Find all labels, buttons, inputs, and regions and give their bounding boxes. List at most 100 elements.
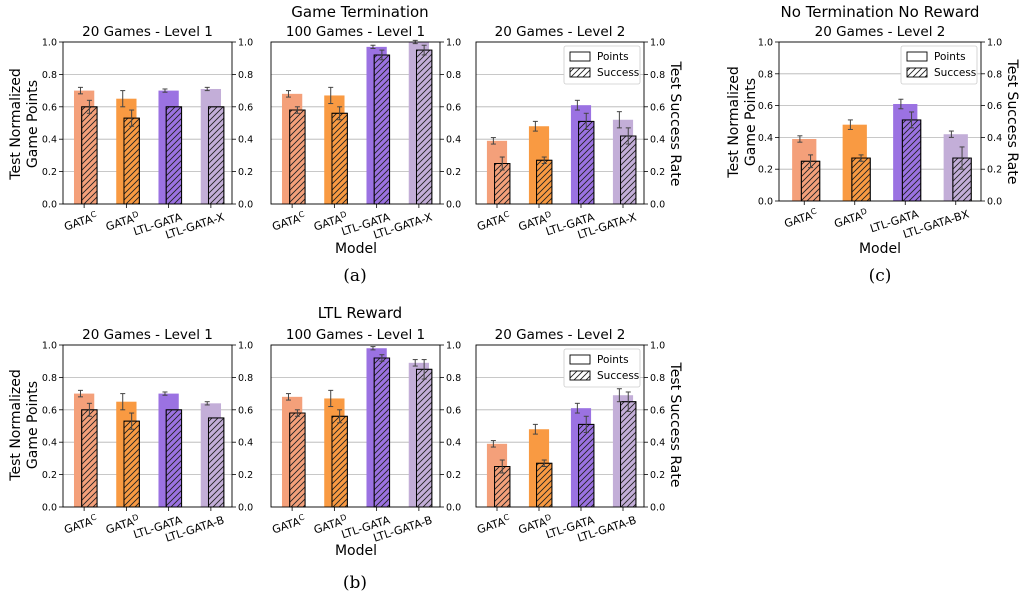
bar-success-hatch xyxy=(373,54,391,205)
y-tick-label-right: 0.4 xyxy=(987,133,1002,144)
y-tick-label-right: 0.2 xyxy=(650,167,665,178)
subplot-title: 20 Games - Level 1 xyxy=(82,24,213,40)
legend-swatch-success xyxy=(569,67,591,78)
legend-swatch-success xyxy=(906,67,928,78)
panel-c-ylabel-left-1: Test Normalized xyxy=(726,66,742,178)
y-tick-label-left: 0.4 xyxy=(42,438,57,449)
y-tick-label-right: 0.4 xyxy=(238,135,253,146)
subplot-title: 20 Games - Level 2 xyxy=(495,24,626,40)
y-tick-label-left: 0.0 xyxy=(42,200,57,211)
y-tick-label-right: 0.0 xyxy=(446,503,461,514)
bar-success-hatch xyxy=(331,415,348,508)
panel-a-ylabel-left-1: Test Normalized xyxy=(8,68,24,180)
legend-swatch-points xyxy=(906,51,928,62)
bar-success-hatch xyxy=(207,106,225,205)
legend-label-points: Points xyxy=(597,354,629,366)
panel-c-xlabel: Model xyxy=(859,241,901,257)
legend-swatch-success xyxy=(569,370,591,381)
panel-b-ylabel-left-2: Game Points xyxy=(25,381,41,469)
panel-a-xlabel: Model xyxy=(335,241,377,257)
x-tick-label: GATAD xyxy=(832,206,870,231)
y-tick-label-left: 0.8 xyxy=(758,69,773,80)
y-tick-label-left: 0.8 xyxy=(42,70,57,81)
legend-swatch-points xyxy=(569,354,591,365)
y-tick-label-right: 0.0 xyxy=(238,200,253,211)
y-tick-label-right: 0.8 xyxy=(650,70,665,81)
panel-b-title: LTL Reward xyxy=(318,304,402,322)
subplot-title: 20 Games - Level 1 xyxy=(82,327,213,343)
bar-success-hatch xyxy=(331,112,348,205)
bar-success-hatch xyxy=(123,420,140,508)
y-tick-label-right: 1.0 xyxy=(987,38,1002,49)
x-tick-label: GATAC xyxy=(475,512,512,536)
bar-success-hatch xyxy=(165,409,183,508)
y-tick-label-left: 0.2 xyxy=(42,470,57,481)
bar-success-hatch xyxy=(81,106,98,205)
y-tick-label-right: 0.2 xyxy=(446,167,461,178)
bar-success-hatch xyxy=(123,117,140,205)
y-tick-label-right: 0.8 xyxy=(238,70,253,81)
bar-success-hatch xyxy=(81,409,98,508)
legend-label-success: Success xyxy=(597,67,639,79)
legend-label-success: Success xyxy=(934,67,976,79)
y-tick-label-right: 1.0 xyxy=(650,341,665,352)
panel-b-ylabel-left-1: Test Normalized xyxy=(8,369,24,481)
y-tick-label-right: 0.2 xyxy=(446,470,461,481)
x-tick-label: GATAC xyxy=(475,209,512,233)
axes-frame xyxy=(475,344,645,508)
subplot-title: 20 Games - Level 2 xyxy=(815,24,946,40)
axes-frame xyxy=(475,41,645,205)
y-tick-label-left: 0.8 xyxy=(42,373,57,384)
y-tick-label-right: 0.4 xyxy=(650,135,665,146)
axes-frame xyxy=(778,41,982,202)
legend-label-points: Points xyxy=(934,51,966,63)
y-tick-label-right: 0.8 xyxy=(650,373,665,384)
subplot-title: 100 Games - Level 1 xyxy=(286,24,425,40)
y-tick-label-right: 1.0 xyxy=(446,38,461,49)
y-tick-label-left: 0.0 xyxy=(758,197,773,208)
panel-b-ylabel-right: Test Success Rate xyxy=(667,362,683,488)
y-tick-label-right: 0.6 xyxy=(446,102,461,113)
y-tick-label-right: 0.6 xyxy=(650,405,665,416)
x-tick-label: GATAC xyxy=(62,512,99,536)
y-tick-label-right: 0.6 xyxy=(650,102,665,113)
y-tick-label-left: 0.6 xyxy=(758,101,773,112)
subplot-2: GATAC GATADLTL-GATALTL-GATA-X0.00.20.40.6… xyxy=(270,24,462,242)
panel-c-ylabel-right: Test Success Rate xyxy=(1004,59,1020,185)
y-tick-label-right: 0.2 xyxy=(987,165,1002,176)
bar-success-hatch xyxy=(578,423,595,508)
bar-success-hatch xyxy=(851,157,871,202)
bar-success-hatch xyxy=(165,106,183,205)
y-tick-label-right: 0.8 xyxy=(446,70,461,81)
bar-success-hatch xyxy=(207,417,225,508)
axes-frame xyxy=(62,41,233,205)
subplot-title: 20 Games - Level 2 xyxy=(495,327,626,343)
x-tick-label: GATAC xyxy=(270,209,307,233)
bar-success-hatch xyxy=(415,49,433,205)
y-tick-label-left: 0.0 xyxy=(42,503,57,514)
y-tick-label-left: 0.2 xyxy=(42,167,57,178)
y-tick-label-right: 0.4 xyxy=(650,438,665,449)
bar-success-hatch xyxy=(536,462,553,508)
bar-success-hatch xyxy=(620,135,637,205)
y-tick-label-left: 0.6 xyxy=(42,405,57,416)
y-tick-label-right: 1.0 xyxy=(650,38,665,49)
y-tick-label-right: 0.0 xyxy=(238,503,253,514)
y-tick-label-right: 0.0 xyxy=(987,197,1002,208)
bar-success-hatch xyxy=(620,401,637,508)
y-tick-label-right: 0.0 xyxy=(650,503,665,514)
panel-a-ylabel-left-2: Game Points xyxy=(25,80,41,168)
y-tick-label-right: 0.6 xyxy=(238,405,253,416)
y-tick-label-right: 0.4 xyxy=(446,438,461,449)
bar-success-hatch xyxy=(415,368,433,508)
y-tick-label-right: 0.4 xyxy=(446,135,461,146)
bar-success-hatch xyxy=(536,159,553,205)
y-tick-label-right: 0.2 xyxy=(238,167,253,178)
y-tick-label-right: 0.2 xyxy=(650,470,665,481)
x-tick-label: GATAC xyxy=(62,209,99,233)
